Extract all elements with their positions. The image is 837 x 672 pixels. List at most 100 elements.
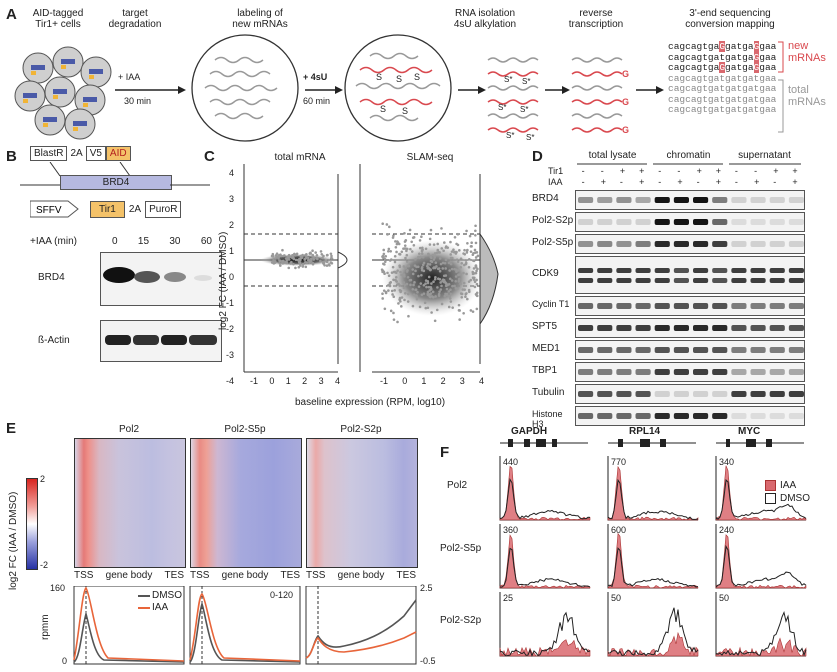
svg-text:S: S xyxy=(402,106,408,116)
c-slam-point xyxy=(430,311,433,314)
d-band xyxy=(578,347,594,353)
c-slam-point xyxy=(422,261,426,265)
c-slam-point xyxy=(406,300,410,303)
step-2-title: target degradation xyxy=(108,8,162,30)
d-band xyxy=(693,369,709,375)
construct-2: SFFV Tir1 2A PuroR xyxy=(30,200,182,218)
d-iaa-sign: + xyxy=(639,177,645,187)
e-xlabels-3: TSS gene body TES xyxy=(306,570,416,581)
step-5-title: reverse transcription xyxy=(568,8,624,30)
step-3-title: labeling of new mRNAs xyxy=(232,8,288,30)
c-total-point xyxy=(279,264,282,267)
e-scale-min: -2 xyxy=(40,560,49,570)
c-slam-point xyxy=(403,298,406,302)
c-slam-point xyxy=(455,250,458,254)
c-slam-point xyxy=(436,267,440,271)
c-slam-point xyxy=(473,285,477,289)
d-band xyxy=(635,325,651,331)
tp-60: 60 xyxy=(200,236,212,247)
svg-text:S*: S* xyxy=(522,77,530,86)
c-slam-point xyxy=(449,292,453,296)
c-slam-point xyxy=(466,241,469,245)
c-slam-point xyxy=(469,250,473,253)
c-slam-point xyxy=(465,229,468,233)
c-slam-point xyxy=(459,282,462,286)
d-iaa-sign: + xyxy=(754,177,760,187)
c-slam-point xyxy=(421,263,425,267)
c-total-point xyxy=(330,254,333,258)
d-tir1-sign: - xyxy=(734,166,738,176)
c-total-point xyxy=(309,257,313,261)
c-total-point xyxy=(278,261,282,265)
c-slam-point xyxy=(383,260,387,264)
c-slam-point xyxy=(450,279,454,282)
c-slam-point xyxy=(381,292,384,295)
svg-text:S*: S* xyxy=(506,131,514,140)
c-slam-point xyxy=(457,269,460,272)
c-total-point xyxy=(316,257,319,261)
d-band xyxy=(578,391,594,397)
c-slam-point xyxy=(432,243,436,246)
c-slam-point xyxy=(413,281,416,284)
c-slam-point xyxy=(457,309,461,312)
c-slam-point xyxy=(454,275,458,278)
c-xtick: 0 xyxy=(402,376,408,386)
c-total-point xyxy=(325,264,329,267)
c-slam-point xyxy=(409,247,412,251)
c-slam-point xyxy=(387,249,390,253)
d-band xyxy=(712,303,728,309)
c-total-point xyxy=(291,256,294,260)
f-legend-dmso-label: DMSO xyxy=(780,493,810,504)
d-band xyxy=(578,325,594,331)
construct-tir1: Tir1 xyxy=(90,200,125,218)
e-title-s2p: Pol2-S2p xyxy=(340,424,382,435)
construct-blast: BlastR xyxy=(30,146,68,161)
f-scale-label: 50 xyxy=(611,593,622,603)
d-band xyxy=(597,303,613,309)
c-slam-point xyxy=(466,297,469,301)
c-slam-point xyxy=(445,287,449,291)
panel-c-scatter xyxy=(243,164,499,373)
c-xtick: 1 xyxy=(421,376,427,386)
d-iaa-sign: + xyxy=(715,177,722,187)
c-slam-point xyxy=(415,265,418,269)
d-band xyxy=(788,241,804,247)
d-band xyxy=(635,197,651,203)
c-total-point xyxy=(292,262,295,266)
c-slam-point xyxy=(433,256,436,259)
d-tir1-sign: - xyxy=(658,166,662,176)
d-row-label: BRD4 xyxy=(532,193,559,204)
d-band xyxy=(616,219,632,225)
c-slam-point xyxy=(382,270,386,274)
c-ytick: 1 xyxy=(228,246,234,256)
c-total-point xyxy=(327,263,331,266)
d-band xyxy=(731,278,747,283)
d-iaa-sign: + xyxy=(792,177,798,187)
c-slam-point xyxy=(432,266,436,269)
c-ytick: 3 xyxy=(228,194,234,204)
d-tir1-sign: + xyxy=(639,166,645,176)
d-band xyxy=(693,325,709,331)
c-total-point xyxy=(287,258,291,261)
c-slam-point xyxy=(403,231,406,235)
d-blot-pol2-s5p xyxy=(575,234,805,254)
e-ylabel: rpmm xyxy=(40,614,51,640)
c-slam-point xyxy=(457,279,461,283)
c-total-point xyxy=(324,259,328,262)
c-slam-point xyxy=(439,262,443,266)
d-band xyxy=(578,219,594,225)
d-tir1-sign: + xyxy=(696,166,702,176)
d-band xyxy=(712,325,728,331)
c-slam-point xyxy=(427,285,431,289)
c-slam-point xyxy=(426,279,430,283)
c-slam-point xyxy=(435,308,439,312)
c-total-point xyxy=(319,259,322,263)
f-gene-models xyxy=(500,439,804,447)
c-total-point xyxy=(322,261,326,264)
c-slam-point xyxy=(410,240,413,244)
d-band xyxy=(654,391,670,397)
e-heatmap-pol2 xyxy=(74,438,186,568)
arrow1-top: + IAA xyxy=(118,72,141,82)
d-group-total: total lysate xyxy=(588,150,637,161)
c-slam-point xyxy=(462,252,465,255)
